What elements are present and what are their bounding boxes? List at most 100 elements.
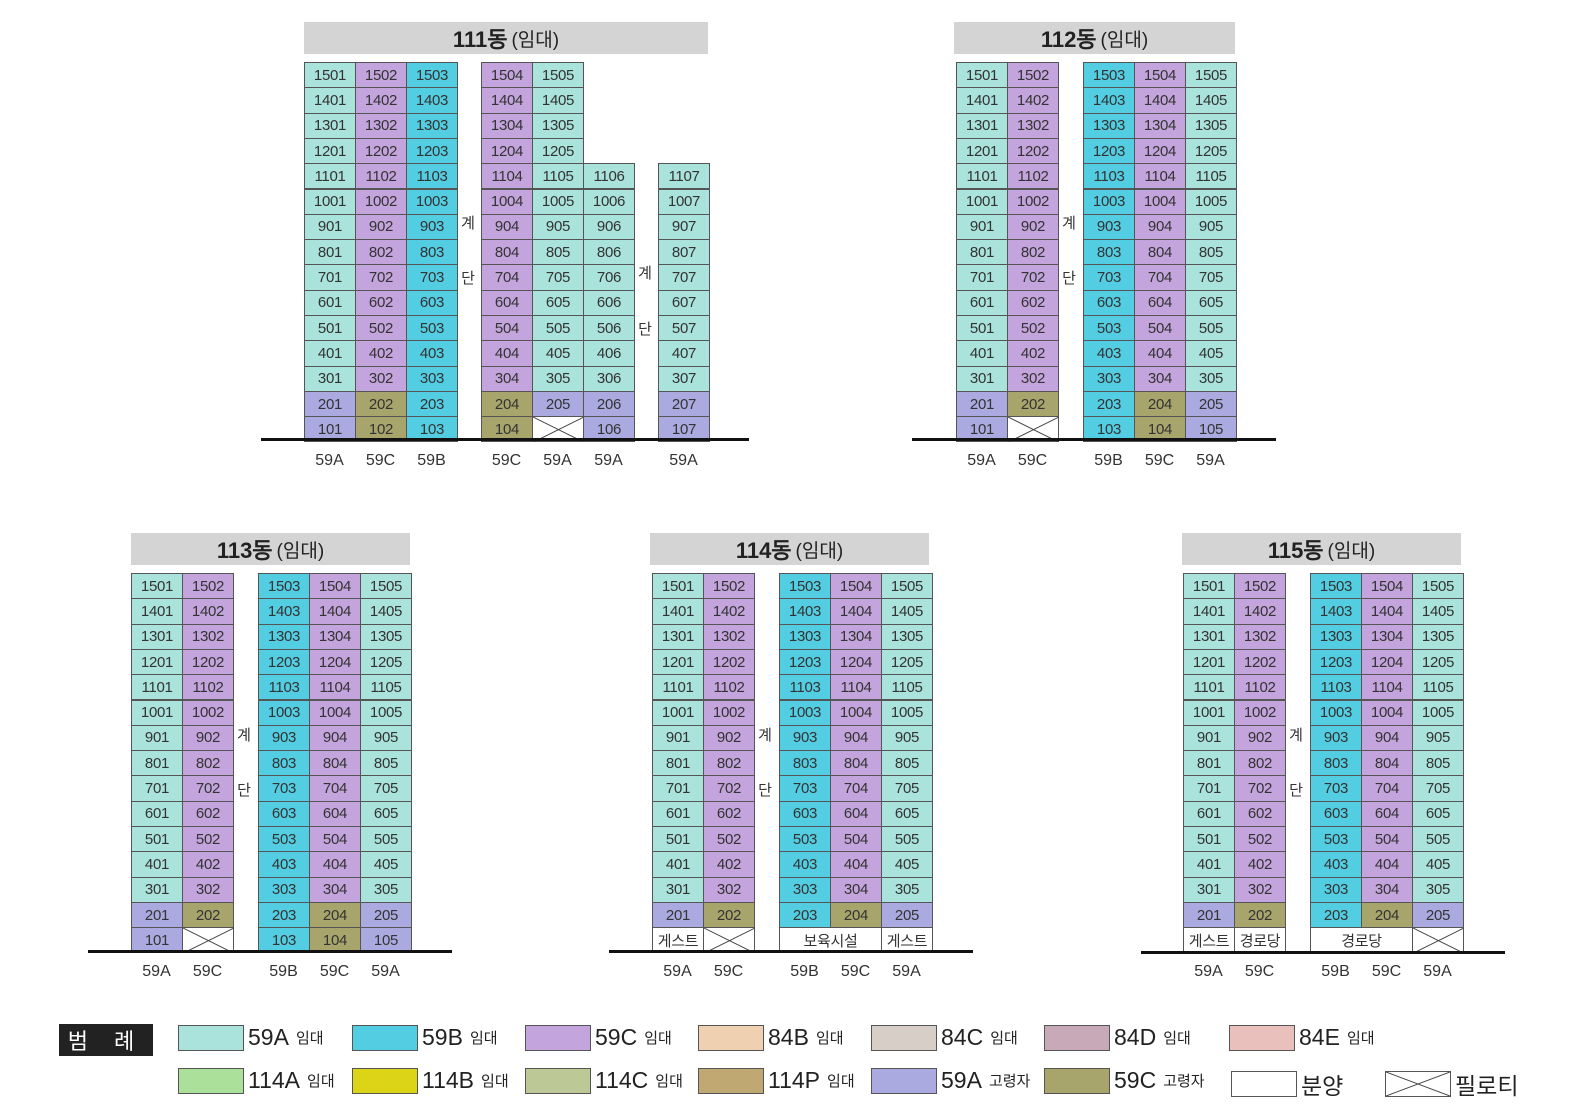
unit-cell[interactable]: 404	[830, 851, 882, 878]
unit-cell[interactable]: 503	[1310, 826, 1362, 853]
unit-cell[interactable]: 505	[532, 315, 584, 342]
unit-cell[interactable]: 402	[1234, 851, 1286, 878]
unit-cell[interactable]: 1105	[532, 163, 584, 190]
unit-cell[interactable]: 1205	[881, 648, 933, 676]
unit-cell[interactable]: 1001	[652, 699, 704, 726]
unit-cell[interactable]: 404	[1361, 851, 1413, 878]
unit-cell[interactable]: 901	[652, 724, 704, 752]
unit-cell[interactable]: 1004	[309, 699, 361, 726]
unit-cell[interactable]: 1302	[355, 112, 407, 139]
unit-cell[interactable]: 601	[1183, 800, 1235, 827]
unit-cell[interactable]: 303	[1310, 876, 1362, 903]
unit-cell[interactable]: 1102	[1007, 163, 1059, 190]
unit-cell[interactable]: 1005	[1185, 188, 1237, 215]
unit-cell[interactable]: 204	[1134, 390, 1186, 418]
unit-cell[interactable]: 303	[1083, 365, 1135, 392]
unit-cell[interactable]: 202	[182, 901, 234, 929]
unit-cell[interactable]: 405	[1185, 340, 1237, 367]
unit-cell[interactable]: 1203	[779, 648, 831, 676]
unit-cell[interactable]: 701	[956, 264, 1008, 291]
unit-cell[interactable]: 1401	[304, 87, 356, 114]
unit-cell[interactable]: 305	[532, 365, 584, 392]
unit-cell[interactable]: 1203	[406, 137, 458, 165]
unit-cell[interactable]: 705	[881, 775, 933, 802]
unit-cell[interactable]: 303	[779, 876, 831, 903]
unit-cell[interactable]: 1401	[1183, 598, 1235, 625]
unit-cell[interactable]: 305	[1412, 876, 1464, 903]
unit-cell[interactable]: 게스트	[652, 927, 704, 954]
unit-cell[interactable]: 502	[182, 826, 234, 853]
unit-cell[interactable]: 1005	[1412, 699, 1464, 726]
unit-cell[interactable]: 405	[360, 851, 412, 878]
unit-cell[interactable]: 1304	[830, 623, 882, 650]
unit-cell[interactable]: 504	[1361, 826, 1413, 853]
unit-cell[interactable]: 601	[652, 800, 704, 827]
unit-cell[interactable]: 704	[1134, 264, 1186, 291]
unit-cell[interactable]: 903	[1310, 724, 1362, 752]
unit-cell[interactable]: 1001	[304, 188, 356, 215]
unit-cell[interactable]: 603	[406, 289, 458, 316]
unit-cell[interactable]: 802	[1007, 239, 1059, 266]
unit-cell[interactable]: 1003	[406, 188, 458, 215]
unit-cell[interactable]: 1205	[1412, 648, 1464, 676]
unit-cell[interactable]: 603	[1310, 800, 1362, 827]
unit-cell[interactable]: 1203	[1083, 137, 1135, 165]
unit-cell[interactable]: 1404	[830, 598, 882, 625]
unit-cell[interactable]: 702	[1234, 775, 1286, 802]
unit-cell[interactable]: 702	[703, 775, 755, 802]
unit-cell[interactable]: 602	[1234, 800, 1286, 827]
unit-cell[interactable]: 804	[1361, 750, 1413, 777]
unit-cell[interactable]: 905	[1412, 724, 1464, 752]
unit-cell[interactable]: 802	[182, 750, 234, 777]
unit-cell[interactable]: 1103	[258, 674, 310, 701]
unit-cell[interactable]: 202	[703, 901, 755, 929]
unit-cell[interactable]: 205	[532, 390, 584, 418]
unit-cell[interactable]: 1305	[1185, 112, 1237, 139]
unit-cell[interactable]: 801	[131, 750, 183, 777]
unit-cell[interactable]: 1405	[1185, 87, 1237, 114]
unit-cell[interactable]: 503	[779, 826, 831, 853]
unit-cell[interactable]: 203	[779, 901, 831, 929]
unit-cell[interactable]: 1102	[182, 674, 234, 701]
unit-cell[interactable]: 1102	[1234, 674, 1286, 701]
unit-cell[interactable]: 304	[1361, 876, 1413, 903]
unit-cell[interactable]: 1305	[532, 112, 584, 139]
unit-cell[interactable]: 404	[481, 340, 533, 367]
unit-cell[interactable]: 1101	[1183, 674, 1235, 701]
unit-cell[interactable]: 302	[355, 365, 407, 392]
unit-cell[interactable]: 1405	[881, 598, 933, 625]
unit-cell[interactable]: 403	[258, 851, 310, 878]
unit-cell[interactable]: 501	[304, 315, 356, 342]
unit-cell[interactable]: 302	[1007, 365, 1059, 392]
unit-cell[interactable]: 906	[583, 213, 635, 241]
unit-cell[interactable]: 1404	[1134, 87, 1186, 114]
unit-cell[interactable]: 902	[1234, 724, 1286, 752]
unit-cell[interactable]: 1002	[703, 699, 755, 726]
unit-cell[interactable]: 204	[830, 901, 882, 929]
unit-cell[interactable]: 401	[1183, 851, 1235, 878]
unit-cell[interactable]: 201	[1183, 901, 1235, 929]
unit-cell[interactable]: 1304	[309, 623, 361, 650]
unit-cell[interactable]: 205	[1185, 390, 1237, 418]
unit-cell[interactable]: 1505	[881, 573, 933, 600]
unit-cell[interactable]: 905	[881, 724, 933, 752]
unit-cell[interactable]: 1305	[360, 623, 412, 650]
unit-cell[interactable]: 601	[131, 800, 183, 827]
unit-cell[interactable]: 1002	[1234, 699, 1286, 726]
unit-cell[interactable]: 1504	[1134, 62, 1186, 89]
unit-cell[interactable]: 203	[258, 901, 310, 929]
unit-cell[interactable]: 1205	[532, 137, 584, 165]
unit-cell[interactable]: 1305	[1412, 623, 1464, 650]
unit-cell[interactable]: 101	[131, 927, 183, 954]
unit-cell[interactable]: 1105	[1412, 674, 1464, 701]
unit-cell[interactable]: 1505	[532, 62, 584, 89]
unit-cell[interactable]: 601	[304, 289, 356, 316]
unit-cell[interactable]: 1304	[1361, 623, 1413, 650]
unit-cell[interactable]: 705	[1412, 775, 1464, 802]
unit-cell[interactable]: 203	[1310, 901, 1362, 929]
unit-cell[interactable]: 306	[583, 365, 635, 392]
unit-cell[interactable]: 903	[406, 213, 458, 241]
unit-cell[interactable]: 1504	[1361, 573, 1413, 600]
unit-cell[interactable]: 705	[532, 264, 584, 291]
unit-cell[interactable]: 504	[309, 826, 361, 853]
